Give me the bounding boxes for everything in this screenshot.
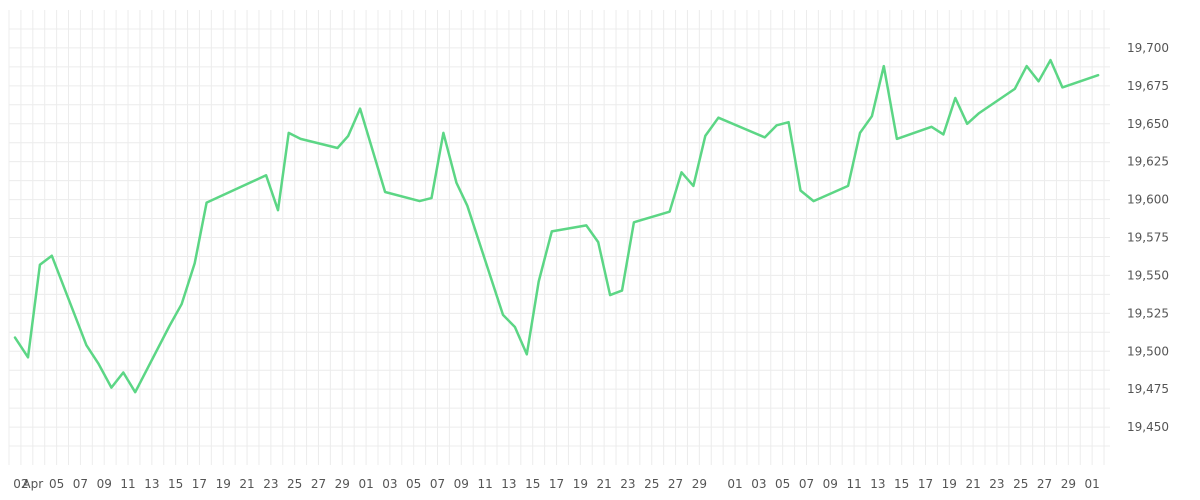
x-tick-label: 23: [989, 477, 1004, 491]
x-tick-label: 23: [263, 477, 278, 491]
y-tick-label: 19,525: [1127, 306, 1169, 320]
x-tick-label: 07: [73, 477, 88, 491]
x-tick-label: 19: [573, 477, 588, 491]
x-tick-label: 19: [216, 477, 231, 491]
y-tick-label: 19,625: [1127, 155, 1169, 169]
y-tick-label: 19,500: [1127, 344, 1169, 358]
x-tick-label: 02: [13, 477, 28, 491]
x-tick-label: 17: [549, 477, 564, 491]
x-tick-label: 05: [49, 477, 64, 491]
x-tick-label: 15: [168, 477, 183, 491]
x-tick-label: 11: [846, 477, 861, 491]
x-tick-label: 03: [751, 477, 766, 491]
x-tick-label: 09: [97, 477, 112, 491]
y-tick-label: 19,600: [1127, 193, 1169, 207]
x-tick-label: 21: [965, 477, 980, 491]
x-tick-label: 21: [596, 477, 611, 491]
y-tick-label: 19,575: [1127, 231, 1169, 245]
y-tick-label: 19,675: [1127, 79, 1169, 93]
x-tick-label: 27: [668, 477, 683, 491]
x-tick-label: 25: [287, 477, 302, 491]
y-tick-label: 19,450: [1127, 420, 1169, 434]
x-tick-label: 03: [382, 477, 397, 491]
gridlines: [8, 10, 1110, 465]
x-tick-label: 23: [620, 477, 635, 491]
x-tick-label: 13: [501, 477, 516, 491]
x-tick-label: 11: [477, 477, 492, 491]
y-axis: 19,450 19,475 19,500 19,525 19,550 19,575 19,6…: [1127, 41, 1169, 434]
series-layer: [13, 58, 1100, 394]
x-tick-label: 13: [144, 477, 159, 491]
x-tick-label: 05: [406, 477, 421, 491]
x-tick-label: 11: [120, 477, 135, 491]
x-tick-label: 15: [525, 477, 540, 491]
x-tick-label: 27: [1037, 477, 1052, 491]
x-tick-label: 29: [692, 477, 707, 491]
x-tick-label: 15: [894, 477, 909, 491]
x-tick-label: 17: [918, 477, 933, 491]
x-tick-label: 17: [192, 477, 207, 491]
x-tick-label: 29: [1061, 477, 1076, 491]
x-tick-label: 01: [358, 477, 373, 491]
x-tick-label: 25: [644, 477, 659, 491]
x-tick-label: 21: [239, 477, 254, 491]
x-tick-label: 09: [823, 477, 838, 491]
x-tick-label: 01: [727, 477, 742, 491]
x-tick-label: 01: [1085, 477, 1100, 491]
y-tick-label: 19,650: [1127, 117, 1169, 131]
x-tick-label: 29: [335, 477, 350, 491]
x-tick-label: 19: [942, 477, 957, 491]
x-tick-label: 05: [775, 477, 790, 491]
y-tick-label: 19,700: [1127, 41, 1169, 55]
x-tick-label: 27: [311, 477, 326, 491]
x-tick-label: 09: [454, 477, 469, 491]
x-tick-label: 07: [799, 477, 814, 491]
x-tick-label: 07: [430, 477, 445, 491]
x-tick-label: 25: [1013, 477, 1028, 491]
y-tick-label: 19,550: [1127, 268, 1169, 282]
x-tick-label: 13: [870, 477, 885, 491]
x-tick-label: Apr: [22, 477, 43, 491]
y-tick-label: 19,475: [1127, 382, 1169, 396]
series-line: [13, 58, 1100, 394]
